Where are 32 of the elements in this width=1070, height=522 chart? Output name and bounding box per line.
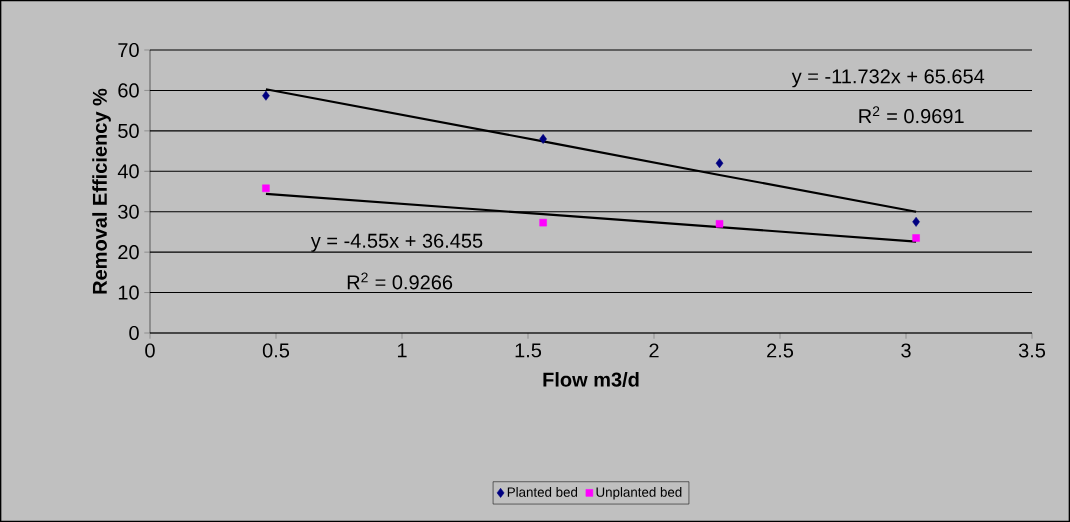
point (539, 218, 547, 227)
x-tick-label: 3.5 (1018, 343, 1046, 358)
annotation: R$^{2}$ = 0.9691 (859, 106, 964, 124)
legend-label: Planted bed (507, 487, 578, 497)
annotation: y = -4.55x + 36.455 (310, 233, 483, 252)
x-tick-label: 2 (649, 343, 659, 358)
point (715, 220, 724, 228)
x-tick-label: 2.5 (767, 343, 794, 358)
y-tick-label: 60 (118, 83, 139, 98)
y-tick-label: 40 (117, 164, 139, 179)
x-tick-label: 1.5 (515, 343, 542, 358)
x-tick-label: 0 (145, 343, 155, 358)
point (912, 234, 920, 242)
x-axis-title: Flow m3/d (543, 372, 639, 387)
y-tick-label: 20 (118, 245, 139, 260)
y-tick-label: 70 (118, 42, 139, 58)
annotation: y = -11.732x + 65.654 (791, 69, 985, 88)
point (912, 216, 920, 227)
x-tick-label: 1 (397, 343, 407, 358)
annotation: R$^{2}$ = 0.9266 (347, 272, 453, 290)
point (262, 90, 270, 101)
x-tick-label: 3 (901, 343, 911, 358)
legend-label: Unplanted bed (596, 487, 682, 500)
point (539, 134, 547, 144)
x-tick-label: 0.5 (262, 343, 290, 358)
point (715, 158, 724, 169)
point (262, 184, 270, 193)
y-tick-label: 0 (129, 325, 139, 341)
y-tick-label: 30 (118, 204, 139, 219)
y-axis-title: Removal Efficiency % (92, 88, 111, 294)
y-tick-label: 10 (118, 285, 139, 300)
y-tick-label: 50 (118, 123, 139, 138)
